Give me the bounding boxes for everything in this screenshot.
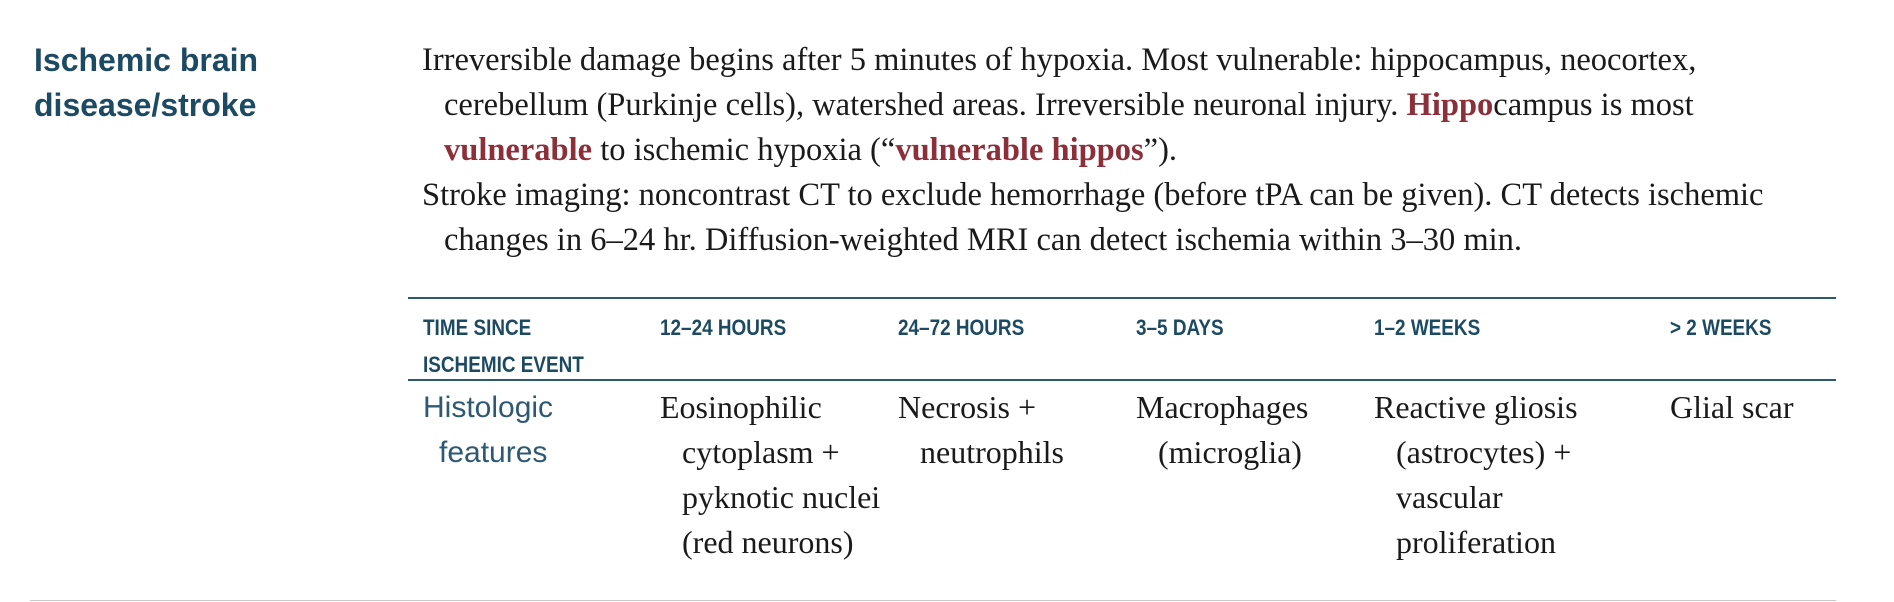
section-title: Ischemic brain disease/stroke xyxy=(34,42,259,123)
body-text: Irreversible damage begins after 5 minut… xyxy=(422,38,1822,263)
header-over-2-weeks: > 2 weeks xyxy=(1670,315,1772,340)
text-segment: Stroke imaging: noncontrast CT to exclud… xyxy=(422,177,1764,258)
highlight-vulnerable: vulnerable xyxy=(444,132,593,168)
table-row: Histologic features Eosinophilic cytopla… xyxy=(408,381,1836,601)
paragraph-stroke-imaging: Stroke imaging: noncontrast CT to exclud… xyxy=(422,173,1822,263)
header-24-72-hours: 24–72 hours xyxy=(898,315,1025,340)
text-segment: ”). xyxy=(1143,132,1178,168)
header-12-24-hours: 12–24 hours xyxy=(660,315,787,340)
header-1-2-weeks: 1–2 weeks xyxy=(1374,315,1481,340)
cell-24-72-hours: Necrosis + neutrophils xyxy=(898,389,1064,470)
cell-3-5-days: Macrophages (microglia) xyxy=(1136,389,1309,470)
table-header-row: Time since ischemic event 12–24 hours 24… xyxy=(408,297,1836,381)
highlight-hippo: Hippo xyxy=(1406,87,1494,123)
text-segment: to ischemic hypoxia (“ xyxy=(592,132,896,168)
highlight-vulnerable-hippos: vulnerable hippos xyxy=(895,132,1144,168)
header-time-since-event: Time since ischemic event xyxy=(423,315,584,377)
cell-1-2-weeks: Reactive gliosis (astrocytes) + vascular… xyxy=(1374,389,1578,560)
row-label-histologic-features: Histologic features xyxy=(423,391,554,469)
paragraph-vulnerable-areas: Irreversible damage begins after 5 minut… xyxy=(422,38,1822,173)
text-segment: Irreversible damage begins after 5 minut… xyxy=(422,42,1697,123)
cell-12-24-hours: Eosinophilic cytoplasm + pyknotic nuclei… xyxy=(660,389,881,560)
cell-over-2-weeks: Glial scar xyxy=(1670,389,1794,425)
header-3-5-days: 3–5 days xyxy=(1136,315,1224,340)
stroke-timeline-table: Time since ischemic event 12–24 hours 24… xyxy=(408,297,1836,601)
bottom-divider xyxy=(30,600,1836,601)
text-segment: campus is most xyxy=(1493,87,1694,123)
